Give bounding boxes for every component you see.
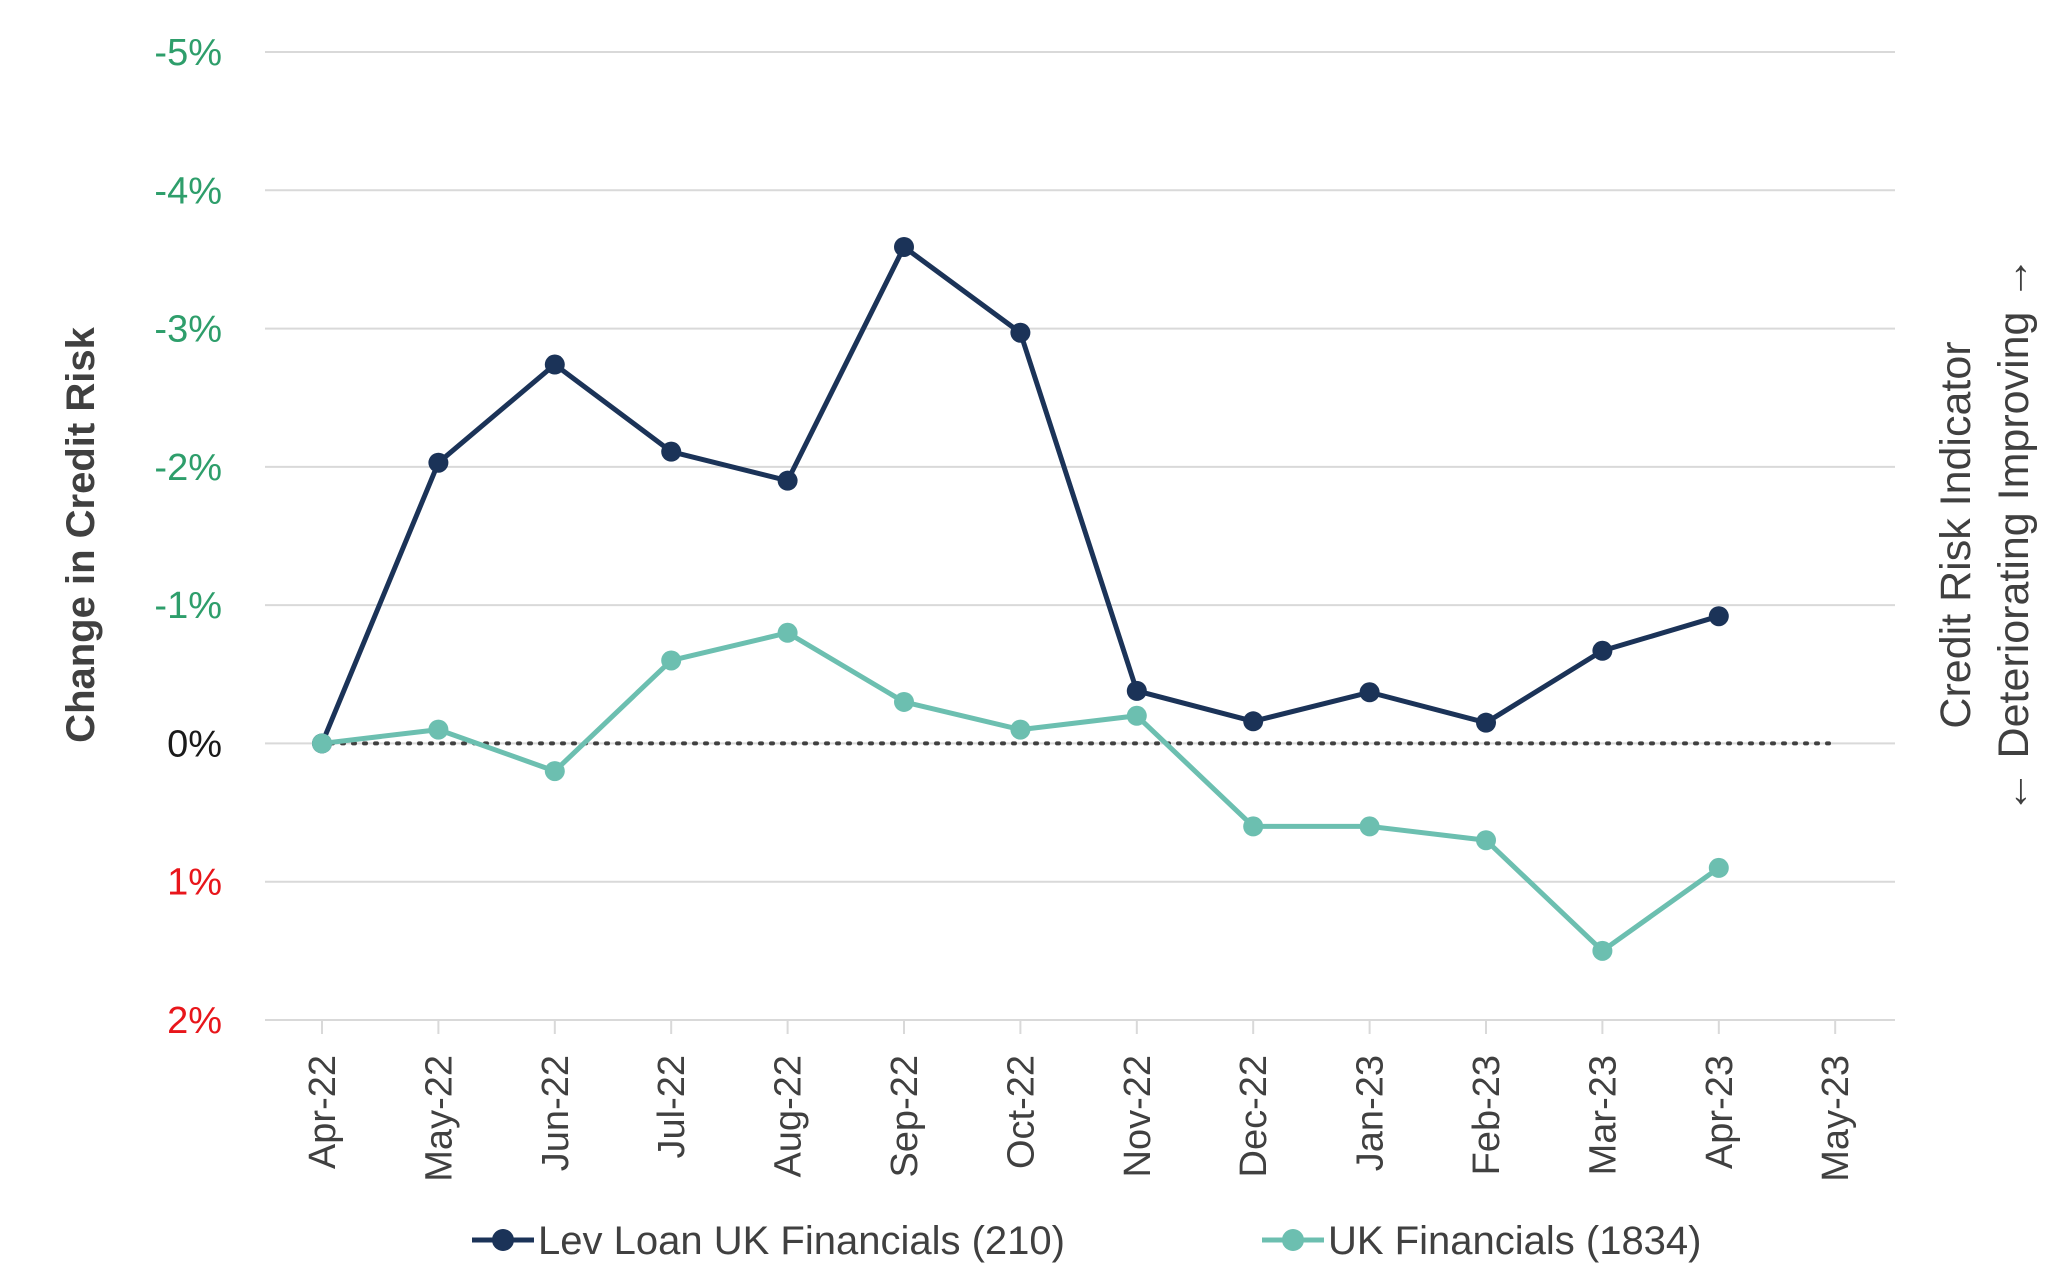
data-point [894, 691, 914, 712]
y-tick-label: -2% [154, 447, 222, 489]
data-point [1010, 322, 1031, 343]
y-tick-label: 2% [167, 1000, 222, 1042]
y-tick-label: -5% [154, 32, 222, 74]
x-tick-label: Apr-22 [302, 1055, 344, 1169]
y-tick-label: -4% [154, 170, 222, 212]
data-point [1126, 705, 1147, 726]
x-axis-ticks: Apr-22 May-22 Jun-22 Jul-22 Aug-22 Sep-22 Oct-… [302, 1020, 1857, 1182]
data-point [1708, 606, 1729, 627]
data-point [1126, 680, 1147, 701]
data-point [1476, 830, 1496, 851]
x-tick-label: May-22 [418, 1055, 460, 1182]
y-tick-label: -1% [154, 585, 222, 627]
data-point [1708, 857, 1729, 878]
data-point [777, 622, 798, 643]
x-tick-label: May-23 [1815, 1055, 1857, 1182]
data-point [1476, 712, 1496, 733]
x-tick-label: Jan-23 [1350, 1055, 1392, 1171]
y-tick-label: 0% [167, 723, 222, 765]
series-line [319, 244, 1720, 745]
data-point [1359, 816, 1380, 837]
series-uk-financials [312, 622, 1729, 961]
right-axis-direction: ← Deteriorating Improving → [1990, 257, 2038, 814]
legend-label: Lev Loan UK Financials (210) [538, 1219, 1065, 1263]
data-point [1010, 719, 1031, 740]
data-point [777, 470, 798, 491]
x-tick-label: Jul-22 [651, 1055, 693, 1159]
data-point [661, 441, 682, 462]
series-lines [312, 236, 1729, 961]
data-point [428, 719, 449, 740]
y-tick-label: 1% [167, 862, 222, 904]
series-lev-loan-uk-financials [312, 236, 1729, 754]
x-tick-label: Aug-22 [768, 1055, 810, 1178]
legend: Lev Loan UK Financials (210) UK Financial… [472, 1219, 1702, 1263]
series-line [321, 630, 1721, 954]
data-point [894, 236, 914, 257]
data-point [428, 452, 449, 473]
legend-item: Lev Loan UK Financials (210) [472, 1219, 1065, 1263]
right-axis-title: Credit Risk Indicator [1932, 341, 1980, 728]
data-point [1243, 816, 1264, 837]
x-tick-label: Sep-22 [884, 1055, 926, 1178]
x-tick-label: Apr-23 [1699, 1055, 1741, 1169]
x-tick-label: Jun-22 [535, 1055, 577, 1171]
legend-label: UK Financials (1834) [1328, 1219, 1702, 1263]
gridlines [265, 51, 1895, 1021]
data-point [661, 650, 682, 671]
legend-swatch-marker [492, 1229, 514, 1251]
legend-swatch-marker [1282, 1229, 1304, 1251]
y-axis-ticks: -5% -4% -3% -2% -1% 0% 1% 2% [154, 32, 222, 1042]
data-point [1592, 640, 1613, 661]
x-tick-label: Oct-22 [1000, 1055, 1042, 1169]
x-tick-label: Feb-23 [1466, 1055, 1508, 1175]
data-point [544, 354, 565, 375]
x-tick-label: Dec-22 [1233, 1055, 1275, 1178]
x-tick-label: Mar-23 [1582, 1055, 1624, 1175]
data-point [544, 761, 565, 782]
data-point [1592, 940, 1613, 961]
y-tick-label: -3% [154, 309, 222, 351]
y-axis-label: Change in Credit Risk [59, 326, 103, 742]
data-point [1359, 682, 1380, 703]
data-point [312, 733, 332, 754]
legend-item: UK Financials (1834) [1262, 1219, 1702, 1263]
data-point [1243, 711, 1264, 732]
x-tick-label: Nov-22 [1117, 1055, 1159, 1178]
